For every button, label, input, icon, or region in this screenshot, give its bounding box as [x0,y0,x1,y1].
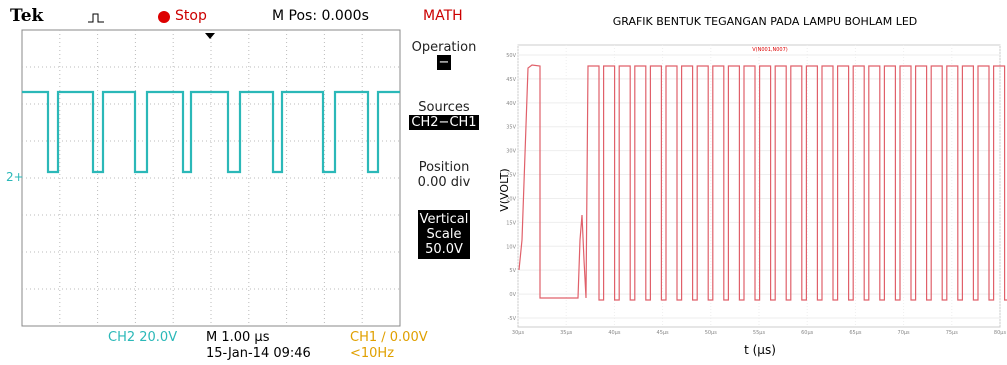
brand: Tek [10,6,43,26]
menu-value: 50.0V [418,242,470,257]
x-tick-label: 70µs [898,330,911,336]
x-axis-label: t (µs) [744,343,776,357]
date: 15-Jan-14 09:46 [206,346,311,361]
trigger-icon [88,14,104,22]
menu-value: 0.00 div [404,175,484,190]
y-tick-label: -5V [508,316,517,322]
frequency: <10Hz [350,346,394,361]
x-tick-label: 30µs [512,330,525,336]
x-tick-label: 35µs [560,330,573,336]
menu-item: Operation− [404,40,484,70]
x-tick-label: 55µs [753,330,766,336]
x-tick-label: 50µs [705,330,718,336]
timebase: M 1.00 µs [206,330,269,345]
menu-label: Position [404,160,484,175]
y-tick-label: 15V [506,220,516,226]
canvas: 50V45V40V35V30V25V20V15V10V5V0V-5V30µs35… [0,0,1007,365]
channel-marker: 2+ [6,170,24,184]
menu-value: − [437,55,452,70]
status: Stop [175,8,207,24]
menu-label: Operation [404,40,484,55]
y-tick-label: 10V [506,244,516,250]
page: 50V45V40V35V30V25V20V15V10V5V0V-5V30µs35… [0,0,1007,365]
x-tick-label: 40µs [608,330,621,336]
x-tick-label: 80µs [994,330,1007,336]
y-tick-label: 5V [509,268,516,274]
y-axis-label: V(VOLT) [498,168,511,211]
y-tick-label: 40V [506,101,516,107]
y-tick-label: 30V [506,149,516,155]
chart-title: GRAFIK BENTUK TEGANGAN PADA LAMPU BOHLAM… [613,15,918,28]
stop-icon [158,11,170,23]
trigger-level: CH1 ∕ 0.00V [350,330,428,345]
x-tick-label: 65µs [849,330,862,336]
y-tick-label: 50V [506,53,516,59]
y-tick-label: 0V [509,292,516,298]
x-tick-label: 75µs [946,330,959,336]
menu-value: CH2−CH1 [409,115,478,130]
x-tick-label: 45µs [657,330,670,336]
menu-label: Vertical Scale [418,212,470,242]
m-pos: M Pos: 0.000s [272,8,369,24]
menu-title: MATH [423,8,463,24]
y-tick-label: 35V [506,125,516,131]
menu-label: Sources [404,100,484,115]
x-tick-label: 60µs [801,330,814,336]
y-tick-label: 45V [506,77,516,83]
ch2-scale: CH2 20.0V [108,330,177,345]
trace-label: V(N001,N007) [752,47,788,53]
